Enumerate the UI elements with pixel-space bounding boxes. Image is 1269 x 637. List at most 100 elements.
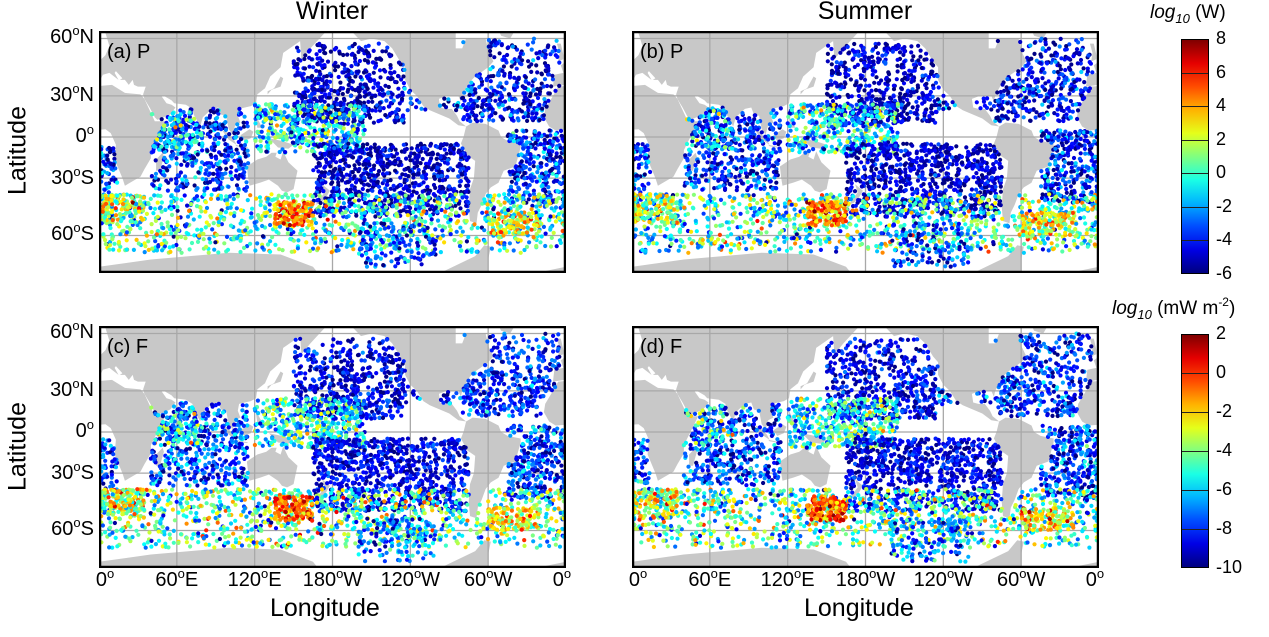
data-point <box>413 180 418 186</box>
data-point <box>496 193 502 198</box>
data-point <box>334 119 339 124</box>
data-point <box>175 117 180 122</box>
data-point <box>448 232 453 237</box>
data-point <box>439 173 444 178</box>
data-point <box>553 88 558 93</box>
data-point <box>281 116 286 122</box>
data-point <box>244 139 249 144</box>
data-point <box>551 230 556 235</box>
land-mass <box>556 43 564 62</box>
data-point <box>313 241 318 246</box>
data-point <box>120 202 126 207</box>
data-point <box>527 183 532 188</box>
data-point <box>464 249 469 254</box>
data-point <box>430 233 435 238</box>
data-point <box>326 103 331 108</box>
data-point <box>919 78 924 83</box>
data-point <box>320 128 325 133</box>
data-point <box>529 207 534 212</box>
data-point <box>305 219 311 224</box>
data-point <box>464 239 469 244</box>
data-point <box>418 141 423 146</box>
data-point <box>207 115 212 120</box>
data-point <box>531 40 536 45</box>
data-point <box>124 247 129 252</box>
data-point <box>397 246 402 251</box>
data-point <box>374 230 380 235</box>
data-point <box>480 210 485 215</box>
data-point <box>420 175 425 180</box>
data-point <box>258 217 264 222</box>
data-point <box>423 234 429 239</box>
data-point <box>530 83 535 88</box>
data-point <box>438 236 443 241</box>
data-point <box>207 236 212 241</box>
data-point <box>442 240 447 245</box>
data-point <box>526 145 531 150</box>
data-point <box>169 194 174 199</box>
data-point <box>323 204 329 209</box>
data-point <box>258 111 263 116</box>
data-point <box>908 110 913 115</box>
data-point <box>111 247 116 252</box>
data-point <box>288 227 294 232</box>
data-point <box>159 144 164 149</box>
data-point <box>370 108 375 113</box>
longitude-tick-label: 180oW <box>302 566 363 591</box>
data-point <box>310 246 316 251</box>
data-point <box>516 167 521 172</box>
data-point <box>412 184 417 189</box>
data-point <box>215 196 221 201</box>
data-point <box>197 233 202 238</box>
data-point <box>529 215 534 220</box>
data-point <box>336 248 341 253</box>
data-point <box>341 116 346 121</box>
data-point <box>151 183 156 188</box>
data-point <box>527 161 532 166</box>
data-point <box>194 130 199 135</box>
data-point <box>515 217 520 222</box>
data-point <box>273 135 278 140</box>
data-point <box>391 204 396 209</box>
data-point <box>501 233 506 238</box>
data-point <box>345 52 350 57</box>
data-point <box>234 183 240 188</box>
data-point <box>317 193 322 198</box>
data-point <box>415 199 420 204</box>
data-point <box>324 74 329 79</box>
data-point <box>533 210 538 215</box>
data-point <box>396 163 401 168</box>
data-point <box>236 139 241 145</box>
data-point <box>282 200 288 205</box>
data-point <box>273 112 278 117</box>
data-point <box>198 205 203 210</box>
data-point <box>445 161 450 166</box>
data-point <box>317 113 322 118</box>
data-point <box>523 111 528 116</box>
data-point <box>227 194 232 199</box>
land-mass <box>99 31 327 135</box>
data-point <box>378 227 383 232</box>
data-point <box>249 215 254 220</box>
data-point <box>365 172 371 177</box>
data-point <box>184 126 189 131</box>
data-point <box>419 106 424 111</box>
data-point <box>458 206 463 211</box>
data-point <box>839 60 844 65</box>
data-point <box>163 207 168 212</box>
data-point <box>186 232 191 237</box>
data-point <box>316 169 321 174</box>
data-point <box>170 116 175 121</box>
data-point <box>341 201 346 206</box>
data-point <box>503 211 508 216</box>
data-point <box>391 183 396 188</box>
data-point <box>179 162 184 167</box>
data-point <box>469 86 474 91</box>
data-point <box>408 238 413 243</box>
data-point <box>367 162 372 167</box>
data-point <box>106 205 111 210</box>
data-point <box>136 241 141 246</box>
data-point <box>267 102 272 107</box>
data-point <box>343 225 348 230</box>
data-point <box>914 99 919 104</box>
